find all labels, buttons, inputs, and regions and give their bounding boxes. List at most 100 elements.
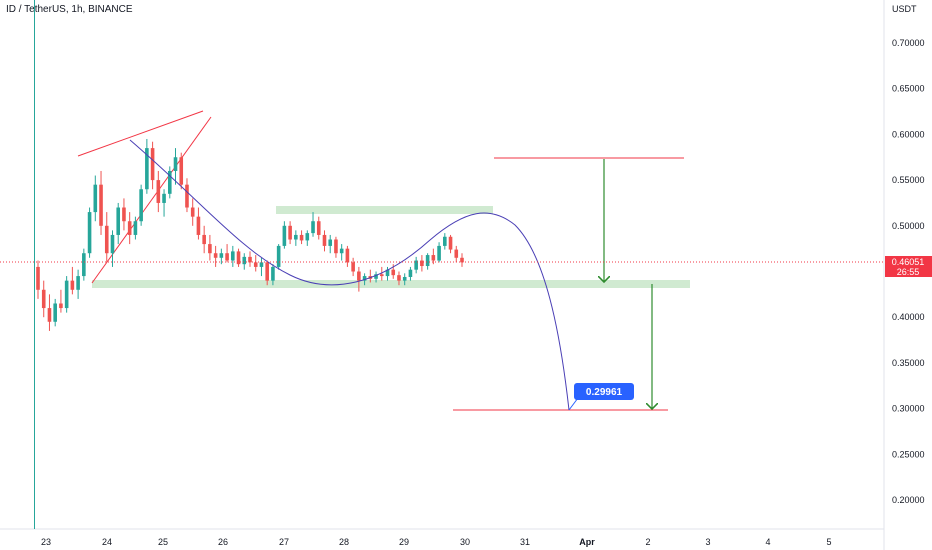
candle-body bbox=[190, 207, 195, 217]
candle-body bbox=[82, 253, 86, 277]
price-tick-label: 0.50000 bbox=[892, 221, 925, 231]
candle-body bbox=[150, 148, 155, 181]
candle-body bbox=[127, 221, 132, 235]
time-tick-label: 2 bbox=[645, 537, 650, 547]
candle-body bbox=[385, 269, 390, 277]
time-tick-label: 5 bbox=[826, 537, 831, 547]
price-tick-label: 0.40000 bbox=[892, 312, 925, 322]
candle-body bbox=[99, 184, 103, 226]
time-tick-label: 23 bbox=[41, 537, 51, 547]
symbol-title: ID / TetherUS, 1h, BINANCE bbox=[6, 4, 133, 15]
candle-body bbox=[59, 303, 63, 309]
candle-body bbox=[236, 251, 241, 265]
time-tick-label: 24 bbox=[102, 537, 112, 547]
time-tick-label: 26 bbox=[218, 537, 228, 547]
time-tick-label: Apr bbox=[579, 537, 595, 547]
candle-body bbox=[110, 234, 115, 254]
time-tick-label: 31 bbox=[520, 537, 530, 547]
candle-body bbox=[156, 180, 161, 203]
candle-body bbox=[104, 225, 109, 254]
candle-body bbox=[64, 280, 69, 309]
candle-body bbox=[374, 274, 378, 279]
time-tick-label: 28 bbox=[339, 537, 349, 547]
price-tick-label: 0.70000 bbox=[892, 38, 925, 48]
candle-body bbox=[357, 271, 361, 281]
candle-body bbox=[116, 207, 121, 235]
price-tick-label: 0.65000 bbox=[892, 84, 925, 94]
candle-body bbox=[242, 256, 247, 265]
candle-body bbox=[93, 184, 98, 213]
time-tick-label: 30 bbox=[460, 537, 470, 547]
candle-body bbox=[53, 303, 57, 322]
time-tick-label: 27 bbox=[279, 537, 289, 547]
price-tick-label: 0.20000 bbox=[892, 495, 925, 505]
target-price-tag[interactable]: 0.29961 bbox=[568, 383, 634, 411]
candle-body bbox=[196, 216, 201, 235]
candle-body bbox=[253, 262, 258, 267]
price-tick-label: 0.60000 bbox=[892, 129, 925, 139]
candle-body bbox=[276, 245, 281, 267]
time-tick-label: 29 bbox=[399, 537, 409, 547]
candle-body bbox=[334, 239, 338, 254]
candle-body bbox=[311, 221, 315, 234]
candle-body bbox=[460, 257, 464, 263]
candle-body bbox=[431, 255, 436, 261]
candle-body bbox=[328, 239, 333, 246]
candle-body bbox=[448, 236, 453, 250]
candle-body bbox=[379, 274, 384, 277]
candle-body bbox=[145, 148, 149, 190]
candle-body bbox=[305, 233, 310, 241]
candle-body bbox=[402, 276, 407, 281]
candle-body bbox=[351, 262, 355, 272]
candle-body bbox=[70, 280, 75, 290]
candle-body bbox=[265, 262, 269, 281]
bar-countdown: 26:55 bbox=[897, 267, 920, 277]
candle-body bbox=[47, 308, 52, 322]
time-tick-label: 3 bbox=[705, 537, 710, 547]
candlestick-series bbox=[36, 138, 464, 331]
candle-body bbox=[208, 244, 212, 254]
resistance-zone[interactable] bbox=[276, 206, 493, 214]
candle-body bbox=[362, 276, 367, 281]
candle-body bbox=[299, 234, 304, 241]
candle-body bbox=[437, 245, 441, 261]
price-tick-label: 0.25000 bbox=[892, 449, 925, 459]
support-zone[interactable] bbox=[92, 280, 690, 288]
candle-body bbox=[425, 255, 430, 267]
candle-body bbox=[408, 269, 413, 277]
candle-body bbox=[76, 276, 80, 290]
time-axis[interactable]: 23 24 25 26 27 28 29 30 31 Apr 2 3 4 5 bbox=[41, 537, 832, 547]
price-tick-label: 0.30000 bbox=[892, 404, 925, 414]
candle-body bbox=[288, 225, 292, 240]
candle-body bbox=[322, 234, 327, 246]
last-price-badge: 0.46051 26:55 bbox=[885, 256, 932, 277]
projection-arc[interactable] bbox=[129, 139, 570, 411]
candle-body bbox=[420, 260, 424, 267]
candle-body bbox=[36, 266, 40, 290]
target-price-label: 0.29961 bbox=[586, 387, 623, 398]
candle-body bbox=[173, 157, 178, 171]
candle-body bbox=[202, 234, 206, 245]
candle-body bbox=[219, 253, 224, 258]
candle-body bbox=[133, 221, 138, 235]
upper-trend-line[interactable] bbox=[77, 110, 204, 157]
last-price-value: 0.46051 bbox=[892, 257, 925, 267]
candle-body bbox=[179, 157, 184, 185]
time-tick-label: 4 bbox=[765, 537, 770, 547]
candle-body bbox=[443, 236, 447, 246]
candle-body bbox=[167, 170, 172, 194]
candle-body bbox=[454, 249, 459, 258]
candle-body bbox=[248, 256, 252, 263]
candle-body bbox=[41, 289, 46, 309]
candle-body bbox=[339, 248, 344, 254]
candle-body bbox=[345, 248, 350, 263]
candle-body bbox=[259, 262, 264, 267]
candle-body bbox=[139, 189, 143, 222]
lower-trend-line[interactable] bbox=[91, 116, 212, 284]
candle-body bbox=[231, 251, 235, 261]
time-tick-label: 25 bbox=[158, 537, 168, 547]
candle-body bbox=[316, 221, 321, 235]
candle-body bbox=[294, 234, 298, 240]
